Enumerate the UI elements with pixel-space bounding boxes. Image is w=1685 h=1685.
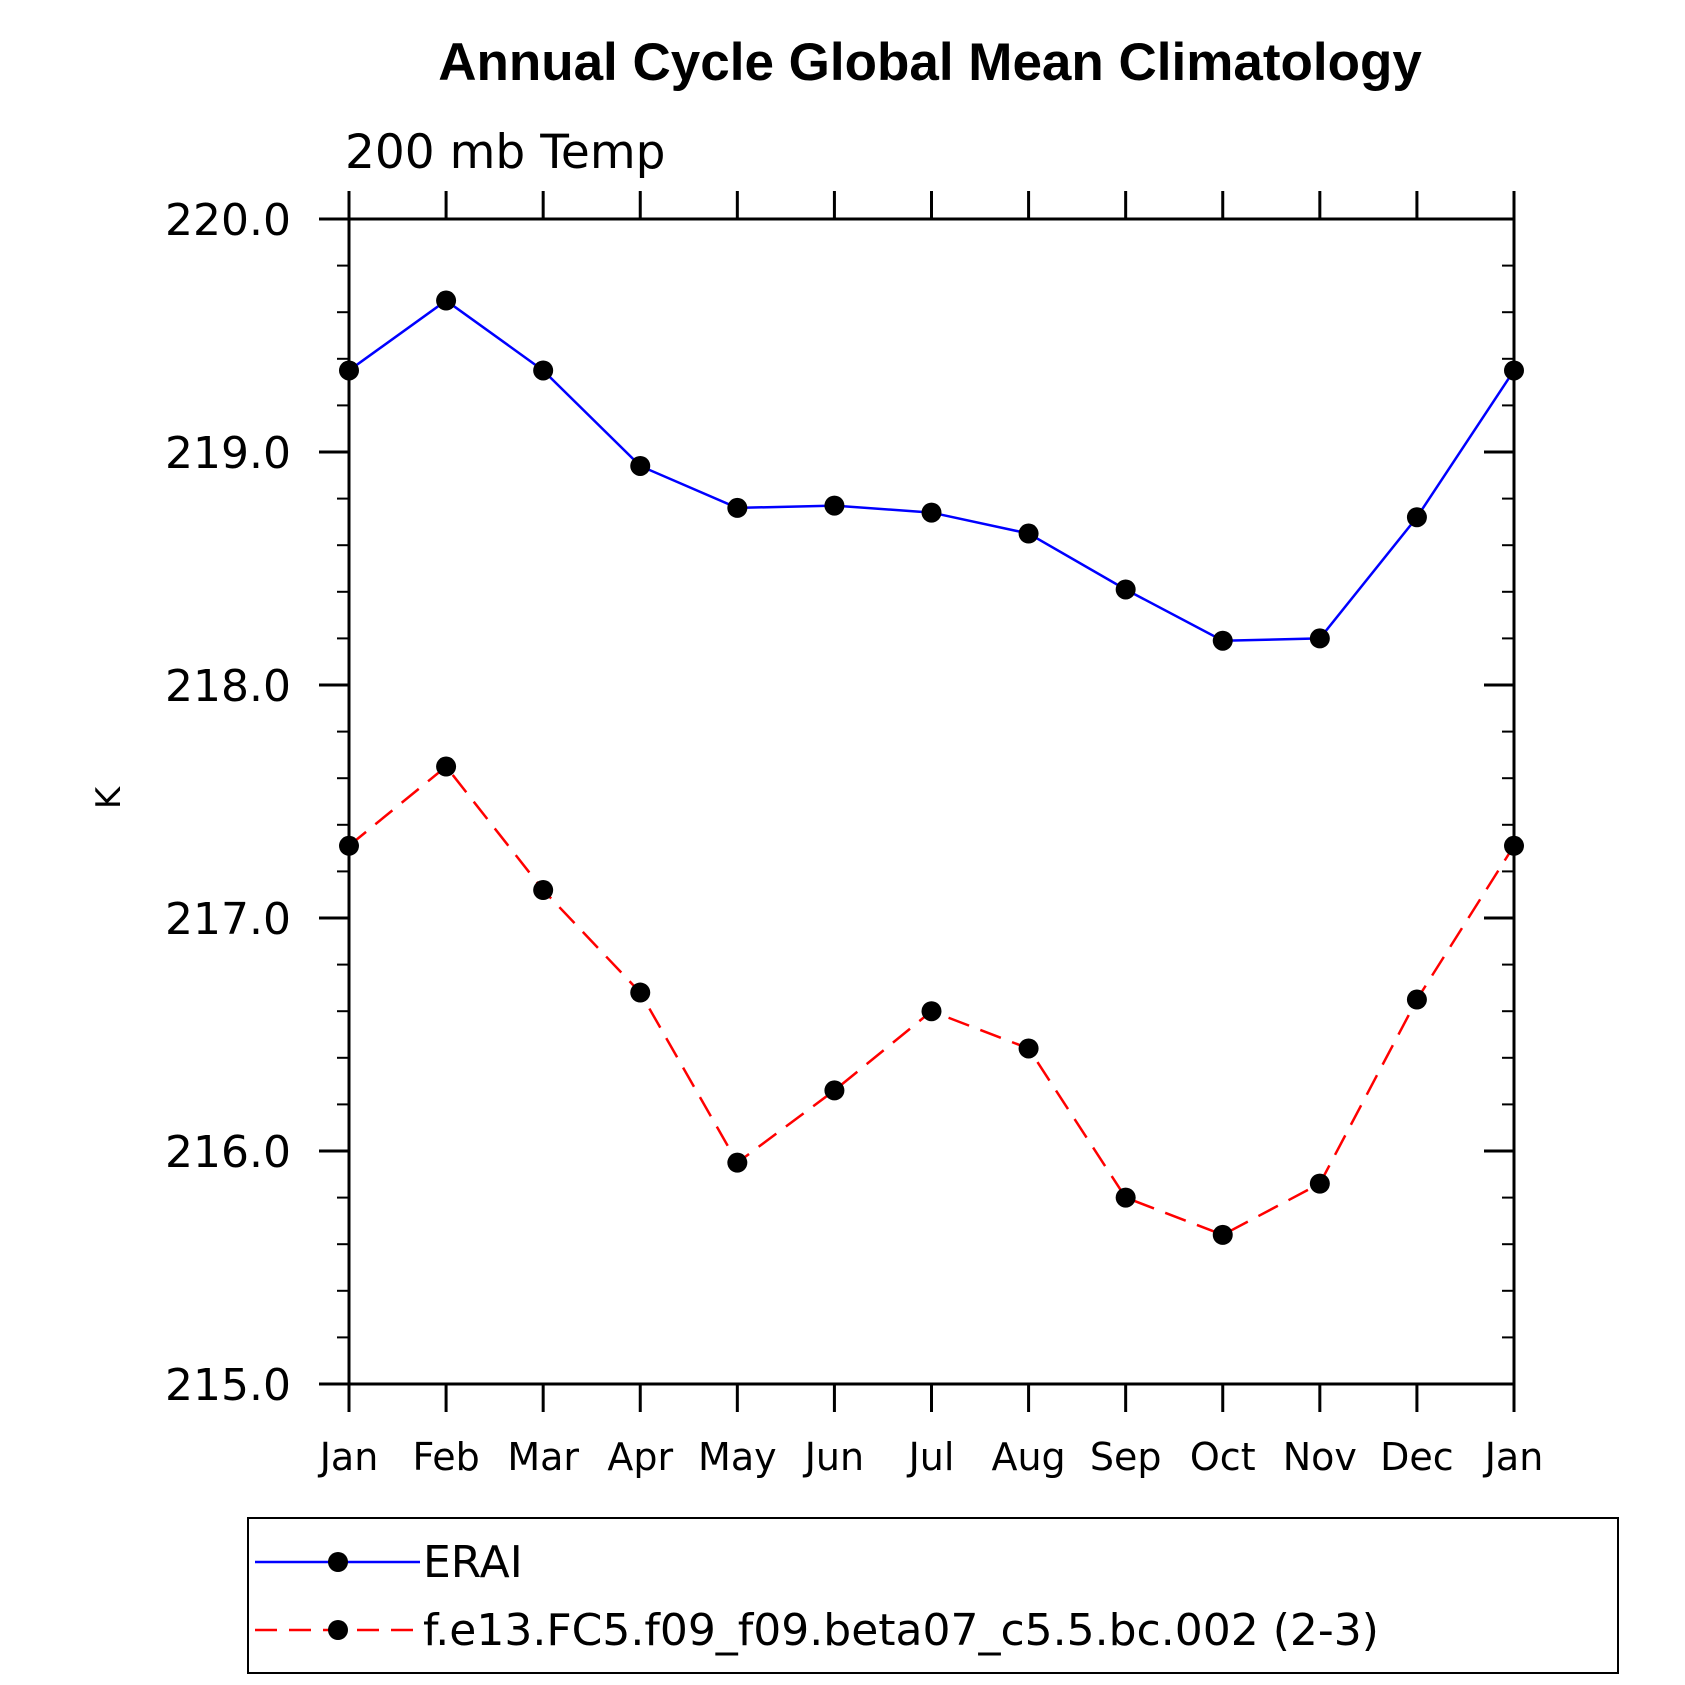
y-tick-label: 218.0 <box>165 661 291 712</box>
legend-box <box>247 1517 1619 1674</box>
series-line-2 <box>348 764 1516 1237</box>
series-1-point <box>921 502 942 523</box>
series-layer <box>339 290 1524 1245</box>
legend-marker-1 <box>328 1552 348 1572</box>
x-tick-label: Oct <box>1190 1435 1256 1479</box>
chart-subtitle: 200 mb Temp <box>345 125 665 180</box>
x-tick-label: Jan <box>1483 1435 1544 1479</box>
series-2-point <box>1212 1224 1233 1245</box>
series-2-point <box>1504 835 1524 856</box>
y-tick-label: 217.0 <box>165 894 291 945</box>
chart-title: Annual Cycle Global Mean Climatology <box>438 33 1422 92</box>
series-2-point <box>1018 1038 1039 1059</box>
series-2-point <box>630 982 651 1003</box>
series-1-point <box>630 455 651 476</box>
x-tick-label: Jan <box>318 1435 379 1479</box>
series-line-1 <box>348 299 1516 642</box>
plot-frame <box>347 217 1516 1386</box>
y-axis-label: K <box>89 785 129 809</box>
x-tick-label: Jun <box>803 1435 864 1479</box>
x-tick-label: May <box>698 1435 777 1479</box>
series-1-point <box>727 497 748 518</box>
series-1-point <box>1115 579 1136 600</box>
legend: ERAI f.e13.FC5.f09_f09.beta07_c5.5.bc.002… <box>247 1517 1619 1674</box>
series-2-point <box>533 880 554 901</box>
y-tick-label: 219.0 <box>165 428 291 479</box>
axes: 215.0 216.0 217.0 218.0 219.0 220.0 Jan Feb Mar A… <box>165 191 1543 1479</box>
legend-label-2: f.e13.FC5.f09_f09.beta07_c5.5.bc.002 (2-… <box>423 1605 1379 1656</box>
x-tick-label: Nov <box>1283 1435 1357 1479</box>
x-tick-label: Dec <box>1380 1435 1454 1479</box>
series-1-point <box>1504 360 1524 381</box>
series-1-point <box>1309 628 1330 649</box>
x-tick-label: Aug <box>991 1435 1065 1479</box>
series-2-point <box>1406 989 1427 1010</box>
y-tick-label: 220.0 <box>165 195 291 246</box>
legend-label-1: ERAI <box>423 1537 523 1588</box>
x-tick-label: Jul <box>907 1435 955 1479</box>
series-1-point <box>436 290 457 311</box>
y-tick-label: 215.0 <box>165 1360 291 1411</box>
y-tick-label: 216.0 <box>165 1127 291 1178</box>
series-1-point <box>533 360 554 381</box>
series-1-point <box>339 360 359 381</box>
series-2-point <box>1115 1187 1136 1208</box>
series-2-point <box>436 756 457 777</box>
series-2-point <box>921 1001 942 1022</box>
series-1-point <box>1018 523 1039 544</box>
legend-marker-2 <box>328 1620 348 1640</box>
x-tick-label: Mar <box>507 1435 579 1479</box>
series-1-point <box>1212 630 1233 651</box>
series-1-point <box>1406 507 1427 528</box>
series-2-point <box>727 1152 748 1173</box>
x-tick-label: Sep <box>1090 1435 1162 1479</box>
series-2-point <box>824 1080 845 1101</box>
x-tick-label: Apr <box>607 1435 673 1479</box>
series-1-point <box>824 495 845 516</box>
x-tick-label: Feb <box>412 1435 479 1479</box>
series-2-point <box>339 835 359 856</box>
series-2-point <box>1309 1173 1330 1194</box>
